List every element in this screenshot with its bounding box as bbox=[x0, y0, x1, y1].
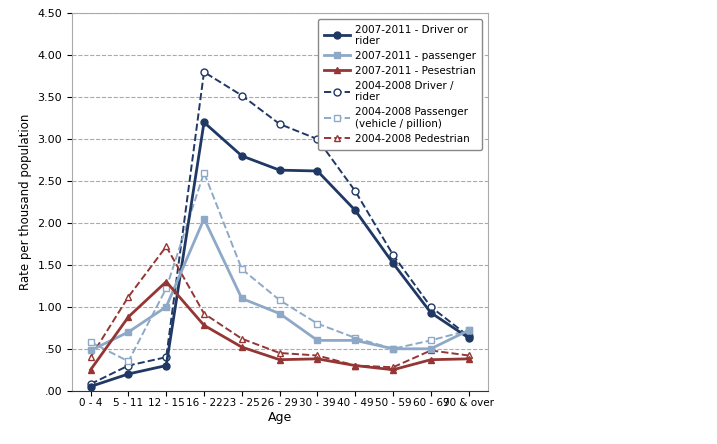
Legend: 2007-2011 - Driver or
rider, 2007-2011 - passenger, 2007-2011 - Pesestrian, 2004: 2007-2011 - Driver or rider, 2007-2011 -… bbox=[318, 19, 483, 150]
X-axis label: Age: Age bbox=[267, 411, 292, 424]
Y-axis label: Rate per thousand population: Rate per thousand population bbox=[19, 114, 32, 290]
